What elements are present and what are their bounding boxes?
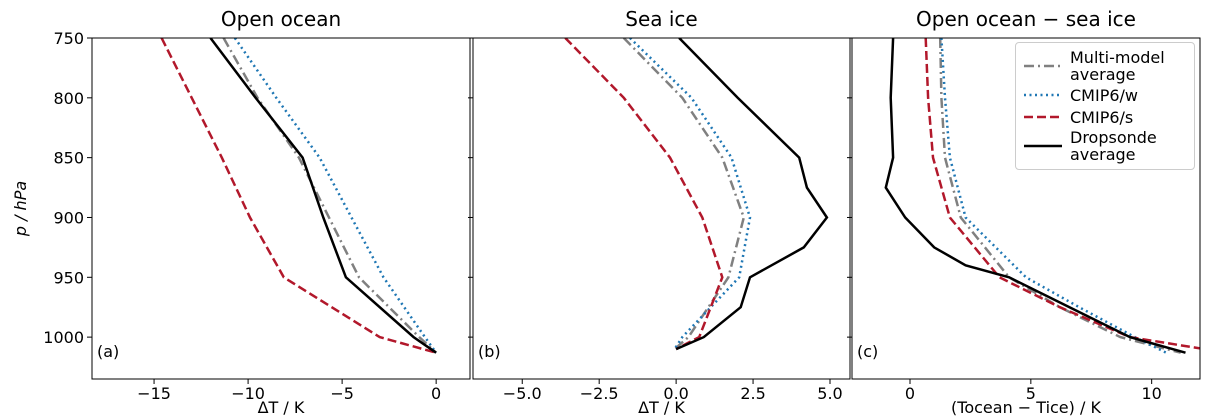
y-axis-label: p / hPa (11, 181, 30, 237)
legend-entry: Dropsonde average (1016, 129, 1194, 163)
line-series (938, 38, 1182, 354)
x-tick-label: −5.0 (503, 384, 542, 403)
legend-label: CMIP6/s (1070, 107, 1134, 127)
line-series (209, 38, 437, 354)
legend-entry: CMIP6/s (1016, 107, 1194, 127)
panel-label: (a) (97, 342, 119, 361)
plot-area (160, 38, 438, 354)
line-series (940, 38, 1167, 354)
line-series (160, 38, 437, 354)
x-tick-label: −5 (330, 384, 354, 403)
y-tick-label: 850 (53, 149, 84, 168)
legend-entry: CMIP6/w (1016, 85, 1194, 105)
panel-label: (c) (857, 342, 878, 361)
legend-label: CMIP6/w (1070, 85, 1138, 105)
x-tick-label: 0 (905, 384, 915, 403)
panel-label: (b) (478, 342, 501, 361)
legend-swatch (1024, 115, 1062, 119)
x-tick-label: 0.0 (663, 384, 688, 403)
legend-swatch (1024, 144, 1062, 148)
x-tick-label: −2.5 (580, 384, 619, 403)
panel-title: Open ocean − sea ice (916, 7, 1136, 31)
line-series (233, 38, 438, 354)
line-series (675, 38, 829, 351)
line-series (222, 38, 437, 354)
panel-title: Open ocean (221, 7, 341, 31)
plot-area (884, 38, 1200, 354)
plot-area (564, 38, 829, 351)
panel-title: Sea ice (625, 7, 697, 31)
x-axis-label: ΔT / K (258, 398, 305, 417)
x-tick-label: 0 (431, 384, 441, 403)
line-series (629, 38, 752, 350)
legend-label: Dropsonde average (1070, 128, 1157, 164)
x-tick-label: 10 (1141, 384, 1161, 403)
x-tick-label: −10 (231, 384, 265, 403)
y-tick-label: 800 (53, 89, 84, 108)
legend: Multi-model average CMIP6/w CMIP6/s Dropson… (1015, 42, 1195, 170)
legend-entry: Multi-model average (1016, 49, 1194, 83)
axes-frame (91, 37, 471, 380)
y-tick-label: 750 (53, 29, 84, 48)
axes-frame (472, 37, 851, 380)
x-tick-label: 5 (1026, 384, 1036, 403)
legend-swatch (1024, 64, 1062, 68)
x-tick-label: −15 (137, 384, 171, 403)
x-axis-label: (Tocean − Tice) / K (951, 398, 1101, 417)
y-tick-label: 950 (53, 268, 84, 287)
y-tick-label: 900 (53, 208, 84, 227)
legend-label: Multi-model average (1070, 48, 1165, 84)
line-series (884, 38, 1186, 354)
x-tick-label: 5.0 (817, 384, 842, 403)
y-tick-label: 1000 (43, 328, 84, 347)
line-series (622, 38, 746, 351)
axes-frame (851, 37, 1201, 380)
line-series (564, 38, 724, 351)
x-tick-label: 2.5 (740, 384, 765, 403)
x-axis-label: ΔT / K (638, 398, 685, 417)
legend-swatch (1024, 93, 1062, 97)
